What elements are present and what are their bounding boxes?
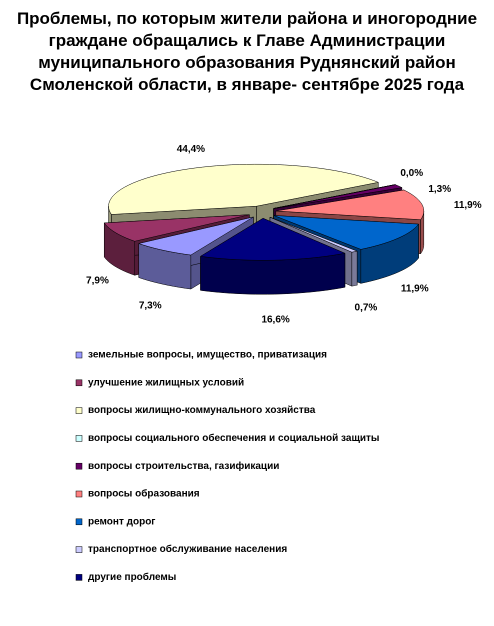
legend-swatch [75,379,83,387]
data-label: 0,0% [400,168,423,179]
legend-swatch [75,462,83,470]
slice-side [351,250,358,287]
data-label: 11,9% [454,200,482,211]
legend-swatch [75,351,83,359]
legend-label: улучшение жилищных условий [88,377,244,388]
slice-top [269,216,358,253]
data-label: 0,7% [355,302,378,313]
data-label: 7,9% [86,276,109,287]
slice-top [137,216,254,256]
slice-top [103,214,250,242]
slice [199,217,346,295]
data-label: 44,4% [177,144,205,155]
legend-label: вопросы образования [88,488,200,500]
legend-swatch [75,546,83,553]
slice-top [108,163,380,215]
slice-top [275,189,425,220]
legend-label: транспортное обслуживание населения [88,543,287,555]
data-label: 1,3% [428,184,451,195]
chart-title: Проблемы, по которым жители района и ино… [16,9,478,94]
slice-top [199,218,346,261]
legend-swatch [75,518,83,526]
legend-swatch [75,490,83,498]
legend-label: вопросы жилищно-коммунального хозяйства [88,405,316,416]
data-label: 11,9% [401,284,429,295]
data-label: 16,6% [261,314,289,325]
legend-swatch [75,574,83,581]
legend-label: земельные вопросы, имущество, приватизац… [88,350,327,361]
slice-top [273,184,396,209]
slice-top [273,215,420,250]
legend-swatch [75,407,83,414]
legend-label: ремонт дорог [88,516,155,527]
legend-swatch [75,435,83,442]
slice-top [273,184,403,209]
legend-label: вопросы строительства, газификации [88,460,279,472]
data-label: 7,3% [139,300,162,311]
legend-label: вопросы социального обеспечения и социал… [88,432,379,444]
legend-label: другие проблемы [88,571,176,583]
